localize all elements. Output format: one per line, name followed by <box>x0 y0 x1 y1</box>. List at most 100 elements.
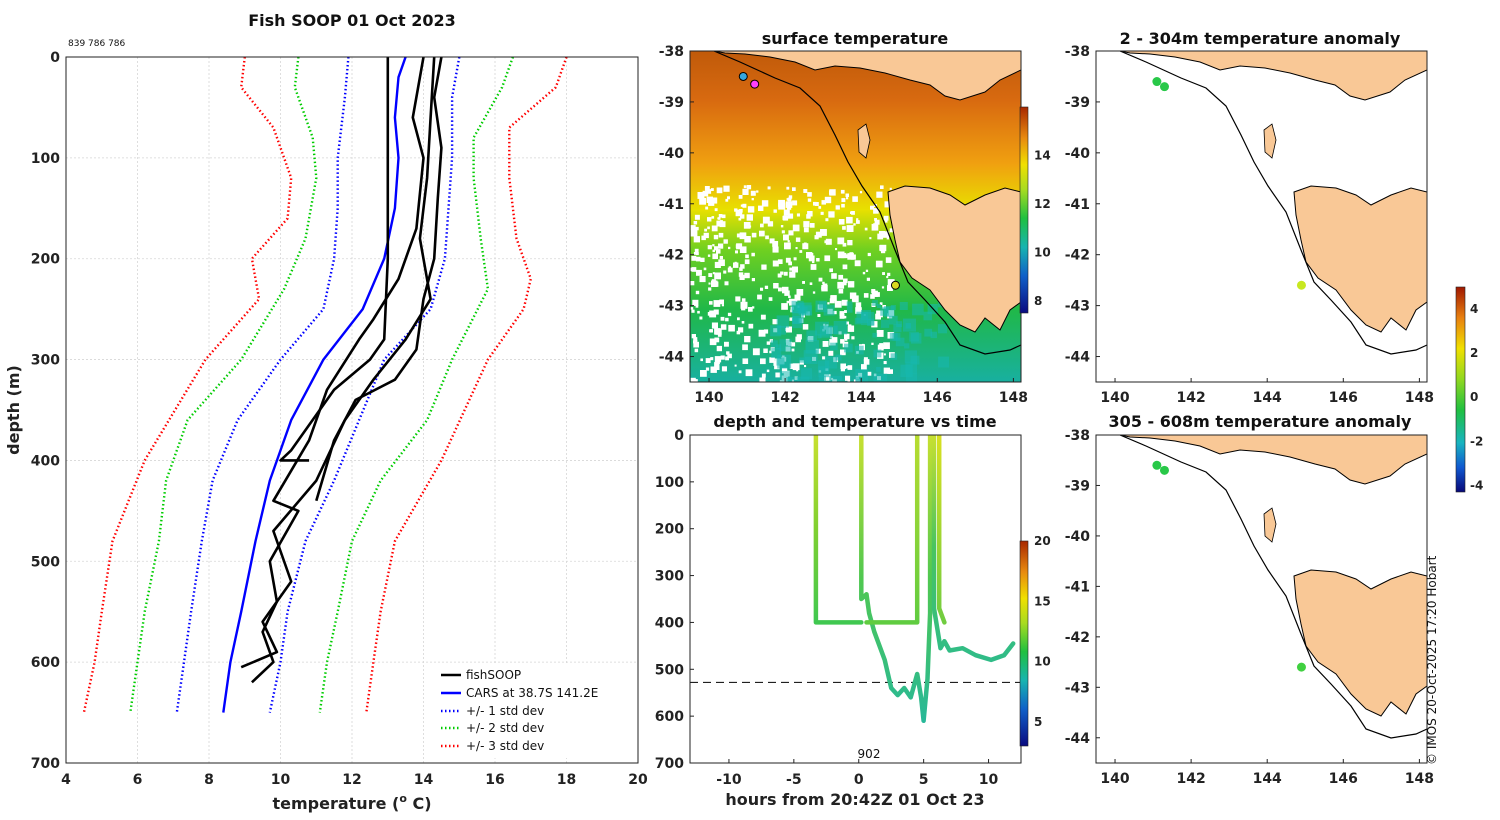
cloud-gap <box>772 260 779 267</box>
cloud-gap <box>715 365 720 370</box>
cloud-gap <box>691 309 695 313</box>
cloud-gap <box>882 231 890 238</box>
cool-patch <box>905 373 918 382</box>
cloud-gap <box>752 348 760 356</box>
cloud-gap <box>745 369 753 377</box>
cloud-gap <box>856 218 859 221</box>
cloud-gap <box>714 261 721 268</box>
anomaly-deep-axes-box <box>1095 434 1428 764</box>
cloud-gap <box>859 191 863 194</box>
surface-map-colorbar-ticks: 8 10 12 14 <box>1034 148 1051 307</box>
cloud-gap <box>783 209 790 216</box>
profile-y-ticks: 0 100 200 300 400 500 600 700 <box>31 50 60 772</box>
x-tick-label: 140 <box>694 390 723 406</box>
cloud-gap <box>699 316 703 320</box>
cloud-gap <box>693 236 700 243</box>
cloud-gap <box>886 276 889 279</box>
cloud-gap <box>847 281 855 288</box>
cloud-gap <box>741 321 745 324</box>
surface-map-panel: surface temperature 140 142 144 146 148-38-3… <box>659 29 1051 406</box>
cloud-gap <box>852 196 858 202</box>
cloud-gap <box>720 316 725 321</box>
y-tick-label: -40 <box>1065 146 1091 162</box>
cloud-gap <box>695 305 699 308</box>
cloud-gap <box>865 269 869 272</box>
cloud-gap <box>728 324 735 332</box>
cloud-gap <box>758 329 766 337</box>
cloud-gap <box>721 304 724 307</box>
cloud-gap <box>726 351 730 355</box>
legend-cars: CARS at 38.7S 141.2E <box>466 686 598 700</box>
cloud-gap <box>803 227 809 233</box>
cloud-gap <box>709 329 713 333</box>
cloud-gap <box>886 237 889 240</box>
cloud-gap <box>721 214 726 219</box>
cloud-gap <box>812 291 816 294</box>
cloud-gap <box>830 295 836 301</box>
cloud-gap <box>707 245 712 250</box>
cloud-gap <box>885 257 892 263</box>
cloud-gap <box>696 269 702 276</box>
cloud-gap <box>781 303 788 310</box>
cloud-gap <box>703 232 709 239</box>
shelf-break-contour <box>1119 51 1427 355</box>
cloud-gap <box>763 348 768 353</box>
cool-patch <box>792 316 801 324</box>
y-tick-label: -40 <box>1065 529 1091 545</box>
cloud-gap <box>693 341 699 348</box>
cloud-gap <box>843 315 847 319</box>
cloud-gap <box>864 227 868 231</box>
series-cars-at-38-7s-141-2e <box>222 57 407 713</box>
cool-patch <box>818 375 826 382</box>
cool-patch <box>770 340 778 348</box>
cloud-gap <box>788 295 791 299</box>
y-tick-label: -41 <box>1065 579 1090 595</box>
cloud-gap <box>781 230 785 234</box>
cloud-gap <box>740 214 745 219</box>
colorbar-tick-label: 10 <box>1034 245 1051 259</box>
cloud-gap <box>883 367 890 374</box>
cloud-gap <box>782 286 789 294</box>
cloud-gap <box>739 246 747 253</box>
cloud-gap <box>818 206 822 209</box>
cloud-gap <box>767 221 774 227</box>
cool-patch <box>823 304 835 316</box>
cloud-gap <box>713 234 719 240</box>
cloud-gap <box>727 267 733 273</box>
cloud-gap <box>887 272 891 276</box>
cloud-gap <box>704 186 710 191</box>
cloud-gap <box>767 186 771 190</box>
y-tick-label: -44 <box>1065 350 1091 366</box>
anomaly-shallow-points <box>1152 77 1306 290</box>
cloud-gap <box>740 264 745 269</box>
surface-map-colorbar <box>1019 106 1029 314</box>
cloud-gap <box>713 281 719 287</box>
surface-map-title: surface temperature <box>762 29 949 48</box>
cloud-gap <box>792 363 800 371</box>
anomaly-deep-ticks: 140 142 144 146 148 -38 -39 -40 -41 -42 -43 -44 <box>1065 428 1434 787</box>
shelf-break-contour <box>713 51 1021 355</box>
cloud-gap <box>727 312 732 317</box>
cloud-gap <box>862 271 866 275</box>
cloud-gap <box>700 370 707 377</box>
legend-fishsoop: fishSOOP <box>466 668 521 682</box>
cloud-gap <box>697 192 705 199</box>
x-tick-label: 18 <box>557 772 576 788</box>
cloud-gap <box>814 202 819 206</box>
y-tick-label: -42 <box>1065 630 1090 646</box>
cloud-gap <box>744 259 750 265</box>
cloud-gap <box>712 253 718 260</box>
cloud-gap <box>840 339 845 344</box>
cloud-gap <box>783 234 789 241</box>
cloud-gap <box>725 356 729 361</box>
cloud-gap <box>707 226 710 230</box>
cloud-gap <box>839 313 845 319</box>
cloud-gap <box>802 243 809 250</box>
y-tick-label: -38 <box>1065 428 1090 444</box>
cloud-gap <box>825 218 829 222</box>
cloud-gap <box>870 205 874 210</box>
cloud-gap <box>760 287 764 291</box>
cloud-gap <box>815 231 822 238</box>
cloud-gap <box>841 252 847 259</box>
cloud-gap <box>711 225 718 232</box>
